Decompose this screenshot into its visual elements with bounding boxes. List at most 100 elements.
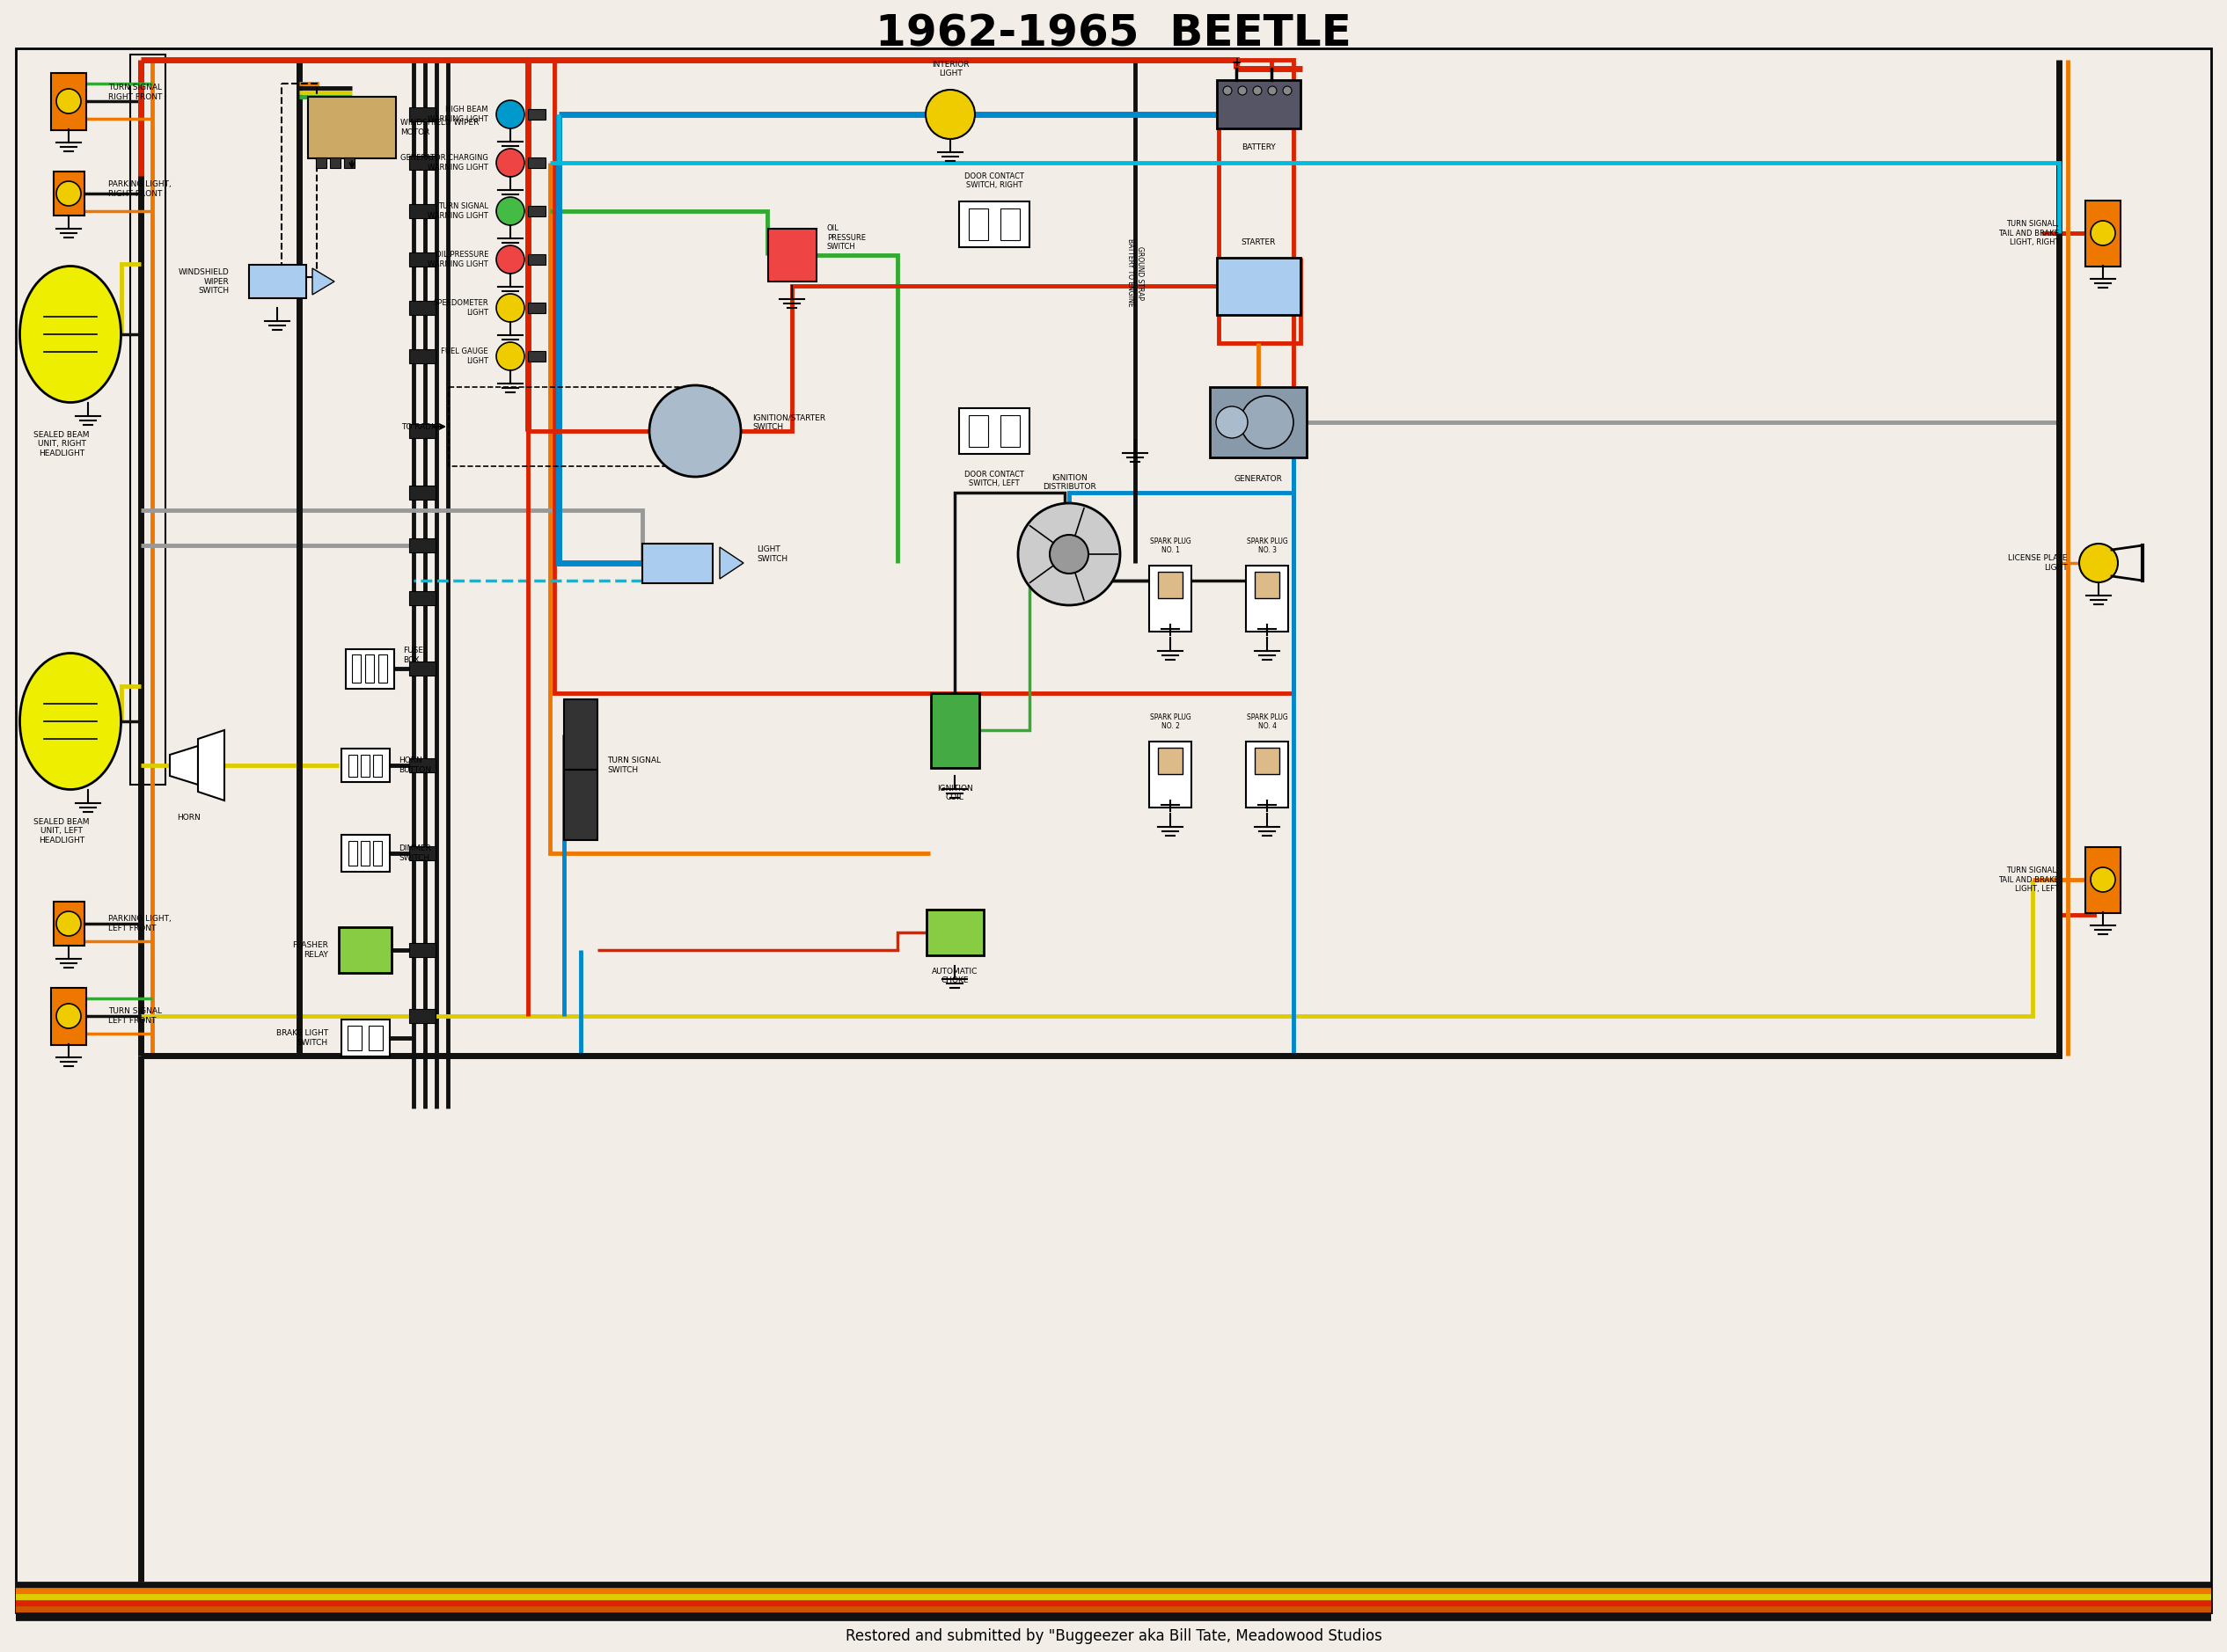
Ellipse shape (20, 653, 120, 790)
Bar (2084, 847, 2120, 912)
Bar (307, 97, 396, 159)
Text: 1962-1965  BEETLE: 1962-1965 BEETLE (875, 12, 1352, 55)
Bar (960, 408, 1029, 454)
Text: Restored and submitted by "Buggeezer aka Bill Tate, Meadowood Studios: Restored and submitted by "Buggeezer aka… (846, 1629, 1381, 1644)
Text: SEALED BEAM
UNIT, LEFT
HEADLIGHT: SEALED BEAM UNIT, LEFT HEADLIGHT (33, 818, 89, 844)
Circle shape (56, 912, 80, 937)
Bar (1254, 748, 1278, 775)
Text: HIGH BEAM
WARNING LIGHT: HIGH BEAM WARNING LIGHT (428, 106, 488, 122)
Bar (563, 770, 597, 841)
Bar (365, 654, 374, 682)
Bar (51, 73, 87, 131)
Bar (374, 841, 381, 866)
Bar (528, 157, 546, 169)
Text: SPARK PLUG
NO. 4: SPARK PLUG NO. 4 (1247, 714, 1287, 730)
Bar (410, 539, 436, 552)
Bar (345, 649, 394, 689)
Text: GENERATOR: GENERATOR (1234, 476, 1283, 482)
Text: IGNITION/STARTER
SWITCH: IGNITION/STARTER SWITCH (753, 413, 826, 431)
Circle shape (497, 342, 523, 370)
Circle shape (926, 89, 975, 139)
Bar (410, 155, 436, 170)
Text: HORN
BUTTON: HORN BUTTON (399, 757, 432, 773)
Bar (563, 699, 597, 770)
Bar (641, 544, 713, 583)
Bar (410, 846, 436, 861)
Circle shape (1267, 86, 1276, 96)
Bar (347, 755, 356, 776)
Bar (410, 1009, 436, 1023)
Bar (370, 1026, 383, 1051)
Bar (53, 172, 85, 215)
Bar (51, 988, 87, 1044)
Text: TURN SIGNAL
RIGHT FRONT: TURN SIGNAL RIGHT FRONT (109, 84, 163, 101)
Bar (410, 661, 436, 676)
Bar (330, 157, 341, 169)
Bar (528, 302, 546, 314)
Circle shape (2091, 221, 2116, 246)
Bar (1254, 572, 1278, 598)
Bar (926, 910, 984, 955)
Bar (1149, 742, 1191, 808)
Text: GROUND STRAP
BATTERY TO ENGINE: GROUND STRAP BATTERY TO ENGINE (1127, 238, 1145, 307)
Bar (528, 206, 546, 216)
Bar (347, 841, 356, 866)
Bar (1149, 565, 1191, 631)
Text: IGNITION
DISTRIBUTOR: IGNITION DISTRIBUTOR (1042, 474, 1096, 491)
Text: FLASHER
RELAY: FLASHER RELAY (292, 942, 327, 958)
Text: SPARK PLUG
NO. 2: SPARK PLUG NO. 2 (1149, 714, 1191, 730)
Text: LICENSE PLATE
LIGHT: LICENSE PLATE LIGHT (2009, 555, 2067, 572)
Bar (1158, 572, 1183, 598)
Bar (53, 902, 85, 945)
Bar (528, 350, 546, 362)
Bar (341, 834, 390, 872)
Text: TURN SIGNAL
SWITCH: TURN SIGNAL SWITCH (608, 757, 661, 773)
Circle shape (1238, 86, 1247, 96)
Bar (969, 208, 989, 240)
Circle shape (1049, 535, 1089, 573)
Bar (555, 59, 1294, 694)
Bar (1158, 748, 1183, 775)
Circle shape (1216, 406, 1247, 438)
Bar (343, 157, 354, 169)
Polygon shape (198, 730, 225, 801)
Circle shape (497, 246, 523, 274)
Bar (969, 415, 989, 448)
Text: SPEEDOMETER
LIGHT: SPEEDOMETER LIGHT (434, 299, 488, 317)
Bar (960, 202, 1029, 248)
Text: WINDSHIELD WIPER
MOTOR: WINDSHIELD WIPER MOTOR (401, 119, 479, 135)
Bar (410, 486, 436, 499)
Circle shape (1018, 504, 1120, 605)
Polygon shape (312, 268, 334, 294)
Bar (410, 253, 436, 266)
Circle shape (1223, 86, 1232, 96)
Text: SEALED BEAM
UNIT, RIGHT
HEADLIGHT: SEALED BEAM UNIT, RIGHT HEADLIGHT (33, 431, 89, 458)
Text: IGNITION
COIL: IGNITION COIL (938, 785, 973, 801)
Bar (1216, 79, 1301, 127)
Circle shape (2091, 867, 2116, 892)
Bar (410, 301, 436, 316)
Text: BATTERY: BATTERY (1240, 144, 1276, 152)
Circle shape (497, 101, 523, 129)
Bar (352, 654, 361, 682)
Text: TURN SIGNAL
WARNING LIGHT: TURN SIGNAL WARNING LIGHT (428, 203, 488, 220)
Bar (341, 1019, 390, 1057)
Bar (374, 755, 381, 776)
Circle shape (497, 294, 523, 322)
Text: TURN SIGNAL
LEFT FRONT: TURN SIGNAL LEFT FRONT (109, 1008, 163, 1024)
Polygon shape (719, 547, 744, 578)
Bar (379, 654, 387, 682)
Text: TURN SIGNAL,
TAIL AND BRAKE
LIGHT, LEFT: TURN SIGNAL, TAIL AND BRAKE LIGHT, LEFT (1998, 867, 2060, 892)
Bar (1000, 415, 1020, 448)
Text: GENERATOR CHARGING
WARNING LIGHT: GENERATOR CHARGING WARNING LIGHT (401, 154, 488, 172)
Text: PARKING LIGHT,
LEFT FRONT: PARKING LIGHT, LEFT FRONT (109, 915, 171, 932)
Text: DOOR CONTACT
SWITCH, LEFT: DOOR CONTACT SWITCH, LEFT (964, 471, 1024, 487)
Bar (1245, 565, 1287, 631)
Text: HORN: HORN (178, 814, 200, 821)
Bar (316, 157, 327, 169)
Circle shape (2080, 544, 2118, 583)
Circle shape (497, 197, 523, 225)
Ellipse shape (20, 266, 120, 403)
Text: TO RADIO: TO RADIO (401, 423, 441, 431)
Bar (361, 755, 370, 776)
